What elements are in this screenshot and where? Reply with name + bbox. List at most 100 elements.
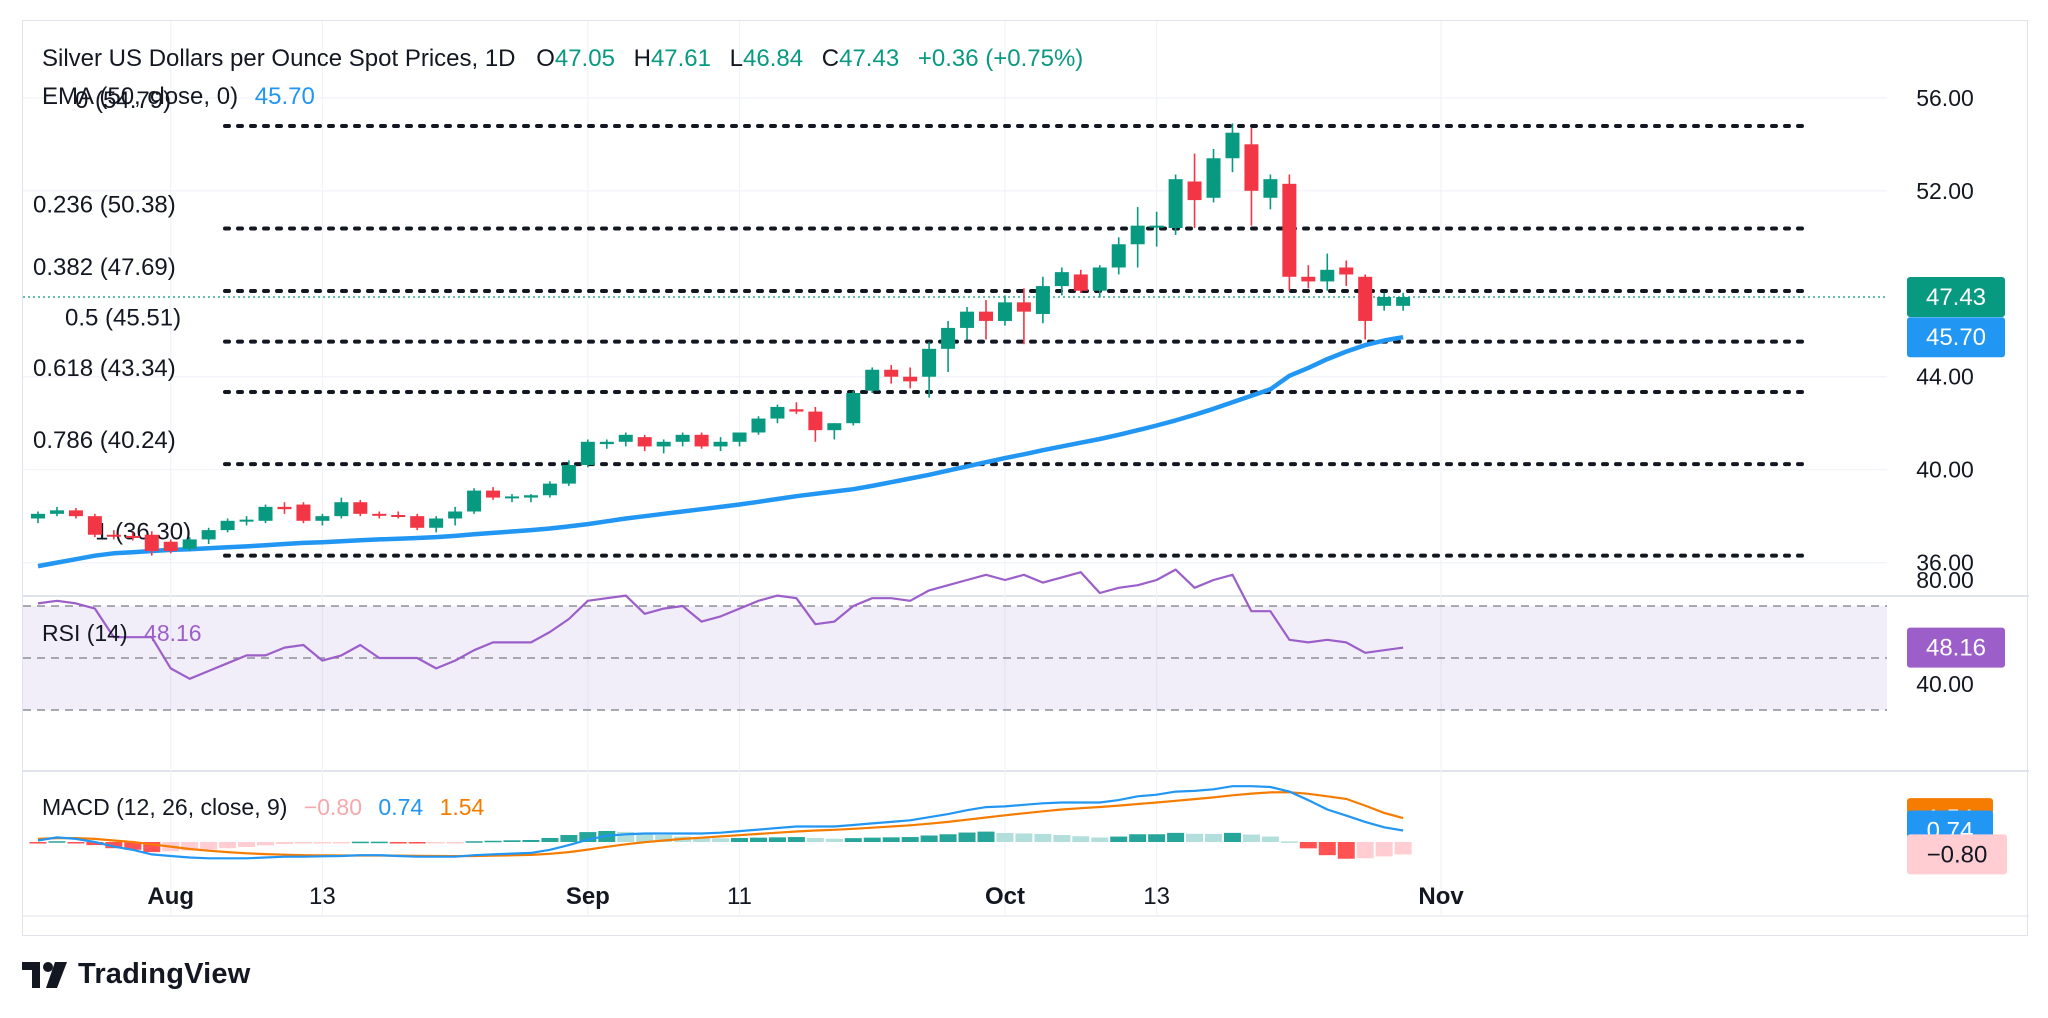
ema-badge-bg (1907, 317, 2005, 358)
macd-histogram-bar (693, 837, 711, 842)
macd-line (37, 785, 1404, 860)
macd-histogram-bar (863, 837, 881, 842)
candle-body (960, 311, 975, 328)
candle-body (1225, 132, 1240, 159)
candle-body (201, 530, 216, 540)
candle-body (827, 423, 842, 431)
rsi-axis-label: 80.00 (1916, 567, 1974, 593)
candle-body (542, 483, 557, 496)
candle-body (846, 392, 861, 424)
rsi-badge: 48.16 (1926, 635, 1986, 662)
macd-histogram-bar (332, 842, 350, 844)
fib-level-label: 0.786 (40.24) (33, 427, 176, 454)
candle-body (1073, 274, 1088, 291)
price-axis-label: 56.00 (1916, 85, 1974, 111)
candle-body (713, 441, 728, 447)
close-label: C (821, 45, 840, 72)
candle-body (106, 534, 121, 537)
macd-histogram-bar (48, 841, 66, 843)
macd-histogram-bar (105, 842, 123, 849)
candle-body (296, 504, 311, 521)
price-header: Silver US Dollars per Ounce Spot Prices,… (42, 45, 1083, 73)
low-value: 46.84 (743, 45, 804, 72)
chart-frame[interactable]: 0 (54.79) 0.236 (50.38) 0.382 (47.69) 0.5 (… (22, 20, 2029, 937)
macd-histogram-bar (219, 842, 237, 849)
last-close-badge: 47.43 (1926, 284, 1986, 311)
candle-body (429, 518, 444, 528)
macd-hist-badge: −0.80 (1927, 841, 1988, 868)
ema-value: 45.70 (254, 83, 315, 110)
candle-body (467, 490, 482, 512)
close-value: 47.43 (839, 45, 900, 72)
open-value: 47.05 (554, 45, 615, 72)
candle-body (561, 465, 576, 484)
candle-body (486, 490, 501, 498)
last-close-badge-bg (1907, 277, 2005, 318)
macd-histogram-bar (275, 842, 293, 845)
fib-level-label: 0.382 (47.69) (33, 254, 176, 281)
macd-histogram-bar (731, 837, 749, 842)
rsi-axis-label: 40.00 (1916, 671, 1974, 697)
candle-body (49, 510, 64, 514)
candle-body (31, 513, 45, 519)
macd-histogram-bar (768, 837, 786, 842)
macd-histogram-bar (1091, 837, 1109, 842)
macd-histogram-bar (1337, 842, 1355, 859)
candle-body (258, 506, 273, 521)
candle-body (68, 510, 83, 517)
macd-histogram-bar (1129, 834, 1147, 842)
time-axis-label: Sep (566, 883, 610, 910)
candle-body (334, 502, 349, 517)
rsi-header: RSI (14) 48.16 (42, 620, 202, 647)
macd-histogram-bar (1242, 834, 1260, 842)
candle-body (789, 409, 804, 412)
candle-body (1301, 276, 1316, 282)
macd-histogram-bar (1034, 833, 1052, 842)
candle-body (163, 541, 178, 552)
macd-histogram-bar (1015, 833, 1033, 842)
macd-histogram-bar (446, 842, 464, 844)
macd-histogram-bar (939, 834, 957, 842)
macd-histogram-bar (958, 832, 976, 842)
candle-body (1016, 302, 1031, 312)
rsi-label: RSI (14) (42, 620, 128, 646)
candle-body (1396, 297, 1411, 306)
tradingview-logo[interactable]: TradingView (22, 958, 251, 991)
candle-body (997, 302, 1012, 321)
time-axis-label: 13 (309, 883, 336, 910)
macd-line-value: 0.74 (378, 794, 424, 820)
macd-histogram-bar (1318, 842, 1336, 856)
fib-level-label: 0.5 (45.51) (65, 305, 181, 332)
macd-histogram-bar (712, 838, 730, 842)
time-axis-label: Oct (985, 883, 1025, 910)
macd-histogram-bar (503, 840, 521, 842)
macd-histogram-bar (825, 838, 843, 842)
macd-histogram-bar (389, 842, 407, 844)
ema-header: EMA (50, close, 0) 45.70 (42, 83, 315, 111)
candle-body (353, 502, 368, 514)
price-axis-label: 44.00 (1916, 364, 1974, 390)
macd-histogram-bar (1053, 835, 1071, 842)
time-axis-label: 11 (727, 883, 752, 910)
candle-body (182, 539, 197, 549)
macd-histogram-bar (143, 842, 161, 853)
macd-histogram-bar (181, 842, 199, 851)
macd-histogram-bar (806, 837, 824, 842)
macd-histogram-bar (351, 841, 369, 844)
macd-signal-line (37, 791, 1404, 858)
macd-histogram-bar (238, 842, 256, 847)
candle-body (315, 516, 330, 521)
macd-histogram-bar (787, 837, 805, 842)
macd-histogram-bar (920, 835, 938, 842)
candle-body (1035, 286, 1050, 314)
chart-canvas[interactable]: 0 (54.79) 0.236 (50.38) 0.382 (47.69) 0.5 (… (23, 21, 2029, 937)
candle-body (751, 418, 766, 433)
candle-body (1168, 179, 1183, 228)
candle-body (903, 376, 918, 382)
symbol-title: Silver US Dollars per Ounce Spot Prices,… (42, 45, 516, 72)
macd-histogram-bar (1072, 836, 1090, 842)
candle-body (770, 406, 785, 419)
macd-histogram-bar (1186, 833, 1204, 842)
macd-histogram-bar (465, 841, 483, 843)
macd-histogram-bar (636, 833, 654, 842)
